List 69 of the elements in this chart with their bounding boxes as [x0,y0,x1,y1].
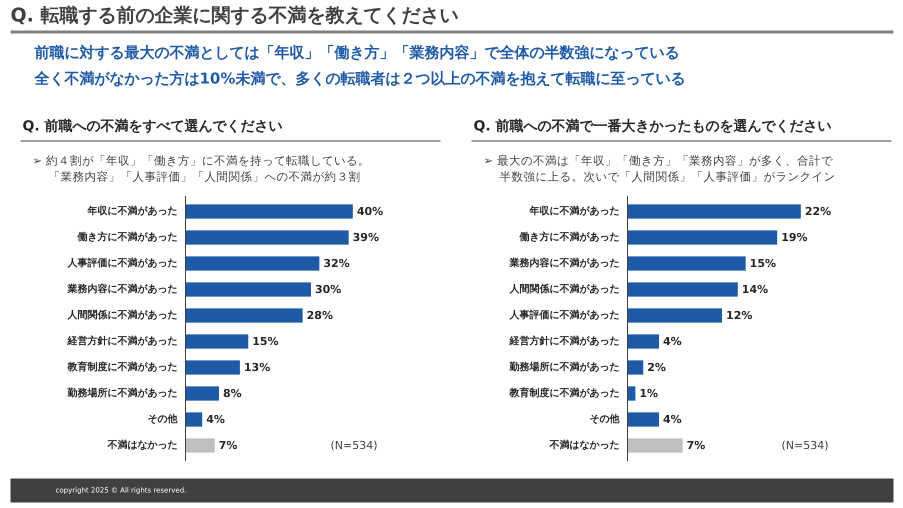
y-tick-label: 人事評価に不満があった [66,257,178,269]
bar [186,360,240,375]
data-label: 15% [750,257,776,270]
annotation: (N=534) [782,439,829,452]
bar [628,386,636,401]
bar [186,386,219,401]
data-label: 2% [647,361,666,374]
data-label: 4% [663,413,682,426]
y-tick-label: 人間関係に不満があった [508,283,620,295]
bar [628,308,722,323]
y-tick-label: 人事評価に不満があった [508,309,620,321]
annotation: (N=534) [330,439,378,452]
bar [628,230,778,245]
data-label: 1% [639,387,658,400]
data-label: 39% [352,231,379,244]
y-tick-label: 働き方に不満があった [518,231,620,243]
data-label: 30% [315,283,342,296]
bar [628,360,644,375]
y-tick-label: その他 [148,413,178,425]
bar [186,256,320,271]
y-tick-label: 不満はなかった [548,439,620,451]
bar [628,334,660,349]
bar [628,282,738,297]
data-label: 4% [206,413,225,426]
text: Q. 転職する前の企業に関する不満を教えてください [10,4,458,26]
data-label: 12% [726,309,752,322]
text: 全く不満がなかった方は10%未満で、多くの転職者は２つ以上の不満を抱えて転職に至っている [34,70,686,88]
data-label: 28% [306,309,333,322]
y-tick-label: 年収に不満があった [86,205,178,217]
y-tick-label: 不満はなかった [106,439,178,451]
y-tick-label: 業務内容に不満があった [66,283,178,295]
bar [628,204,801,219]
y-tick-label: 年収に不満があった [528,205,620,217]
data-label: 40% [356,205,384,218]
y-tick-label: 勤務場所に不満があった [508,361,620,373]
bar [186,308,303,323]
chart-title: Q. 前職への不満をすべて選んでください [22,118,283,134]
y-tick-label: 経営方針に不満があった [508,335,620,347]
data-label: 8% [222,387,242,400]
y-tick-label: 教育制度に不満があった [66,361,178,373]
bar [628,256,746,271]
bar [186,334,248,349]
data-label: 14% [742,283,768,296]
text: 前職に対する最大の不満としては「年収」「働き方」「業務内容」で全体の半数強になっている [34,44,680,62]
bar [186,204,353,219]
y-tick-label: 働き方に不満があった [76,231,178,243]
bar [186,412,202,427]
data-label: 7% [218,439,238,452]
y-tick-label: その他 [590,413,620,425]
data-label: 4% [663,335,682,348]
y-tick-label: 経営方針に不満があった [66,335,178,347]
bar [186,438,215,453]
y-tick-label: 業務内容に不満があった [508,257,620,269]
data-label: 7% [686,439,706,452]
y-tick-label: 教育制度に不満があった [508,387,620,399]
y-tick-label: 勤務場所に不満があった [66,387,178,399]
data-label: 32% [323,257,350,270]
chart-title: Q. 前職への不満で一番大きかったものを選んでください [474,118,832,134]
data-label: 22% [804,205,832,218]
y-tick-label: 人間関係に不満があった [66,309,178,321]
bar [628,438,683,453]
data-label: 13% [244,361,270,374]
bar [186,230,349,245]
bar [186,282,311,297]
bar [628,412,660,427]
chart-subtitle: ➢ 約４割が「年収」「働き方」に不満を持って転職している。「業務内容」「人事評価」「人間関係」への不満が約３割 [32,154,370,184]
data-label: 15% [252,335,279,348]
chart-subtitle: ➢ 最大の不満は「年収」「働き方」「業務内容」が多く、合計で半数強に上る。次いで「人間関係」「人事評価」がランクイン [484,154,836,184]
data-label: 19% [781,231,808,244]
